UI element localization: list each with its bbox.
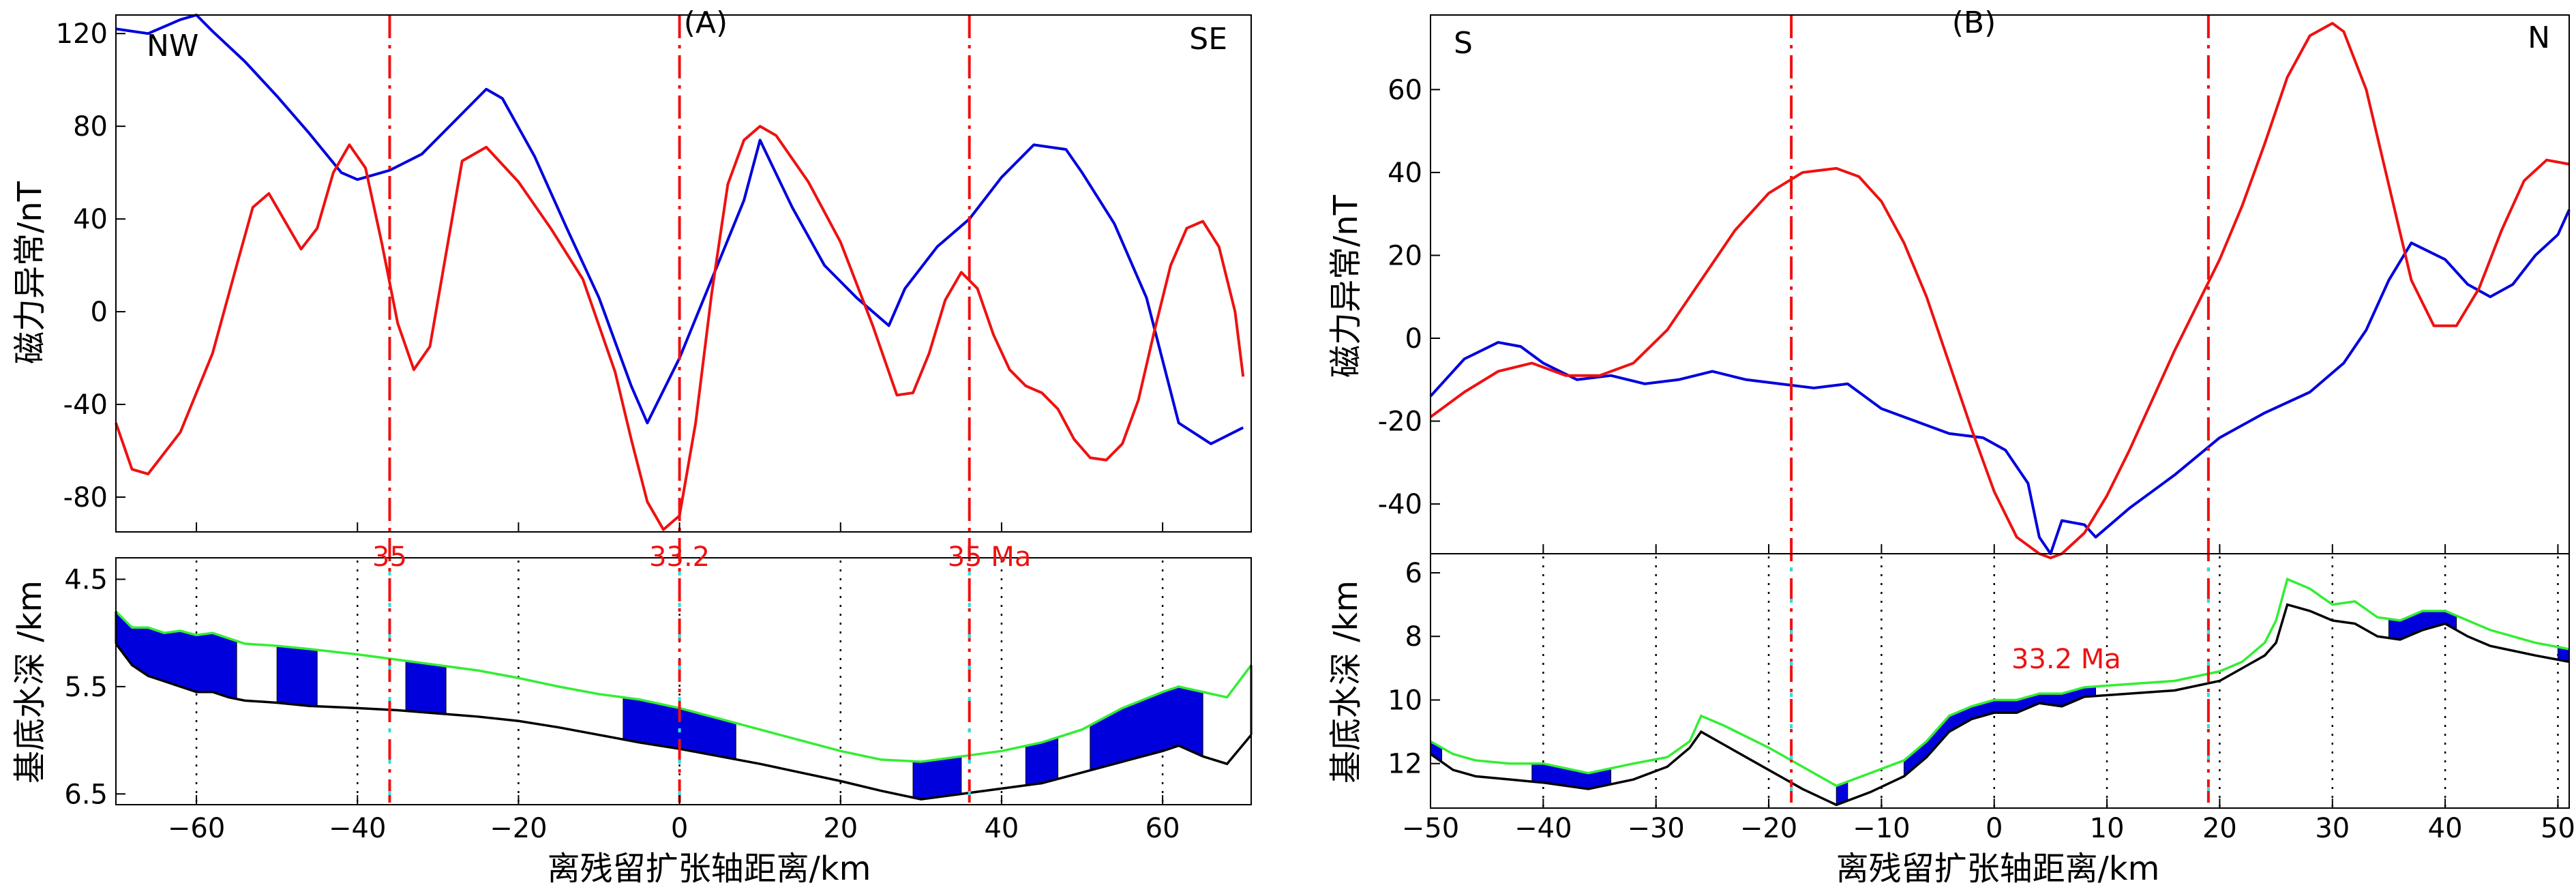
panel-b-basement-frame — [1430, 553, 2570, 809]
x-tick-label: 0 — [671, 813, 688, 844]
panel-b-xlabel: 离残留扩张轴距离/km — [1836, 850, 2160, 888]
panel-b-corner-s: S — [1454, 26, 1473, 61]
normal-polarity-block — [1531, 763, 1612, 790]
depth-y-tick-label: 6 — [1405, 558, 1422, 589]
magnetic-y-tick-label: 120 — [56, 18, 108, 50]
panel-a-ylabel-magnetic: 磁力异常/nT — [11, 181, 49, 364]
x-tick-label: 50 — [2541, 813, 2575, 844]
magnetic-y-tick-label: 40 — [73, 204, 108, 235]
magnetic-y-tick-label: 60 — [1388, 74, 1422, 106]
magnetic-y-tick-label: 0 — [91, 297, 108, 328]
depth-y-tick-label: 6.5 — [64, 779, 108, 810]
basement-base-line — [115, 642, 1253, 801]
magnetic-y-tick-label: -20 — [1378, 406, 1422, 438]
x-tick-label: 0 — [1986, 813, 2003, 844]
magnetic-y-tick-label: 0 — [1405, 323, 1422, 355]
panel-a-corner-se: SE — [1189, 22, 1227, 57]
panel-a-basement-frame — [115, 557, 1252, 805]
panel-a-magnetic-frame — [115, 14, 1252, 533]
isochron-age-label: 33.2 — [649, 541, 710, 573]
panel-a-ylabel-depth: 基底水深 /km — [11, 580, 49, 784]
x-tick-label: 20 — [823, 813, 858, 844]
magnetic-y-tick-label: -80 — [63, 482, 108, 513]
normal-polarity-block — [276, 645, 318, 707]
series-line-model — [1429, 22, 2570, 560]
depth-y-tick-label: 12 — [1388, 749, 1422, 780]
depth-y-tick-label: 10 — [1388, 685, 1422, 716]
x-tick-label: −50 — [1402, 813, 1459, 844]
basement-base-line — [1429, 603, 2570, 807]
panel-a-corner-nw: NW — [147, 29, 198, 63]
panel-b-corner-n: N — [2528, 20, 2550, 55]
magnetic-y-tick-label: 20 — [1388, 240, 1422, 271]
x-tick-label: −20 — [490, 813, 547, 844]
depth-y-tick-label: 5.5 — [64, 672, 108, 703]
x-tick-label: 40 — [2428, 813, 2463, 844]
panel-a-title: (A) — [684, 5, 728, 40]
series-line-observed — [1429, 209, 2571, 555]
depth-y-tick-label: 4.5 — [64, 564, 108, 595]
x-tick-label: 30 — [2315, 813, 2350, 844]
magnetic-y-tick-label: -40 — [1378, 489, 1422, 520]
x-tick-label: 40 — [984, 813, 1019, 844]
panel-b-title: (B) — [1952, 5, 1996, 40]
panel-a: (A) NW SE 磁力异常/nT 基底水深 /km 离残留扩张轴距离/km 35 33.2 3… — [11, 5, 1253, 888]
series-line-model — [115, 125, 1245, 531]
x-tick-label: 10 — [2090, 813, 2125, 844]
magnetic-y-tick-label: -40 — [63, 389, 108, 421]
magnetic-y-tick-label: 80 — [73, 111, 108, 143]
x-tick-label: −40 — [1514, 813, 1572, 844]
panel-b-magnetic-frame — [1430, 14, 2570, 554]
x-tick-label: −40 — [329, 813, 386, 844]
x-tick-label: −20 — [1740, 813, 1797, 844]
series-line-observed — [115, 14, 1244, 445]
isochron-age-label: 35 Ma — [948, 541, 1032, 573]
x-tick-label: −30 — [1627, 813, 1684, 844]
isochron-age-label: 35 — [372, 541, 407, 573]
panel-b-ylabel-magnetic: 磁力异常/nT — [1327, 194, 1365, 378]
x-tick-label: 20 — [2202, 813, 2237, 844]
panel-b-ylabel-depth: 基底水深 /km — [1327, 580, 1365, 784]
x-tick-label: −60 — [168, 813, 225, 844]
panel-b-age-label: 33.2 Ma — [2011, 644, 2121, 675]
normal-polarity-block — [405, 660, 447, 715]
x-tick-label: −10 — [1853, 813, 1910, 844]
depth-y-tick-label: 8 — [1405, 621, 1422, 653]
basement-surface-line — [1430, 577, 2570, 788]
panel-a-xlabel: 离残留扩张轴距离/km — [548, 850, 871, 888]
basement-surface-line — [115, 610, 1253, 763]
x-tick-label: 60 — [1145, 813, 1180, 844]
magnetic-y-tick-label: 40 — [1388, 158, 1422, 189]
